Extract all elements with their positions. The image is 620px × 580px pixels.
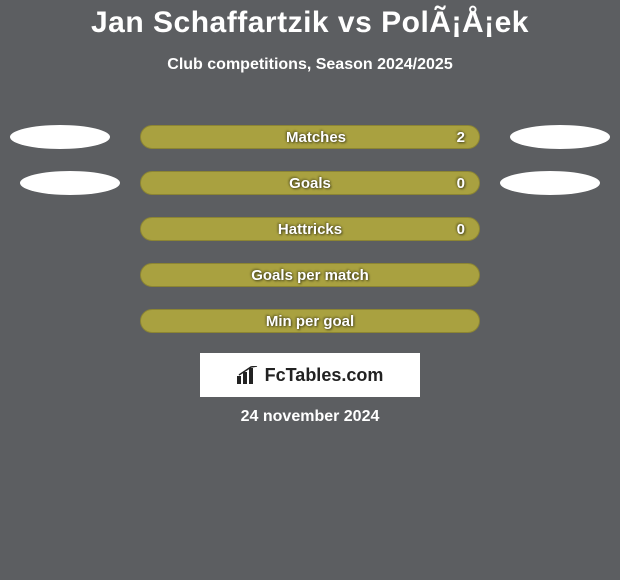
left-ellipse: [20, 171, 120, 195]
stat-value: 0: [457, 175, 465, 192]
stat-label: Goals: [289, 175, 331, 192]
logo-text: FcTables.com: [265, 365, 384, 386]
page-title: Jan Schaffartzik vs PolÃ¡Å¡ek: [0, 0, 620, 40]
stat-label: Matches: [286, 129, 346, 146]
stat-rows: Matches 2 Goals 0 Hattricks 0 Goals per match M…: [0, 125, 620, 355]
stat-bar: Matches 2: [140, 125, 480, 149]
stat-label: Min per goal: [266, 313, 354, 330]
right-ellipse: [500, 171, 600, 195]
stat-bar: Min per goal: [140, 309, 480, 333]
stat-bar: Goals per match: [140, 263, 480, 287]
stat-row: Goals per match: [0, 263, 620, 287]
fctables-logo: FcTables.com: [200, 353, 420, 397]
stat-row: Goals 0: [0, 171, 620, 195]
stat-bar: Hattricks 0: [140, 217, 480, 241]
stat-label: Hattricks: [278, 221, 342, 238]
right-ellipse: [510, 125, 610, 149]
left-ellipse: [10, 125, 110, 149]
stat-row: Matches 2: [0, 125, 620, 149]
stat-value: 0: [457, 221, 465, 238]
stat-bar: Goals 0: [140, 171, 480, 195]
date-text: 24 november 2024: [0, 408, 620, 426]
stat-value: 2: [457, 129, 465, 146]
stat-row: Min per goal: [0, 309, 620, 333]
bars-icon: [237, 366, 259, 384]
stat-label: Goals per match: [251, 267, 369, 284]
stat-row: Hattricks 0: [0, 217, 620, 241]
subtitle: Club competitions, Season 2024/2025: [0, 56, 620, 74]
